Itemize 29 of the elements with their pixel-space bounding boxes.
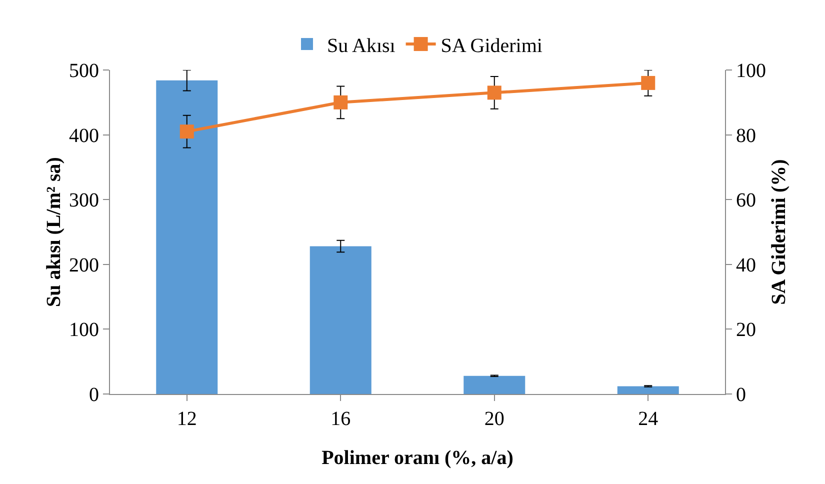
y2-tick-label: 100 [736,60,766,82]
y-tick-label: 400 [69,124,99,147]
bar [310,246,372,394]
y2-tick-label: 80 [736,124,756,147]
y2-axis-title: SA Giderimi (%) [768,159,790,305]
x-tick-label: 12 [176,408,197,430]
point [487,86,502,100]
y2-tick-label: 60 [736,190,756,212]
x-axis-title: Polimer oranı (%, a/a) [322,447,514,469]
point [334,95,348,110]
y2-tick-label: 0 [736,384,746,406]
legend-label: Su Akısı [327,34,396,57]
bar [464,376,526,394]
y2-tick-label: 20 [736,319,756,342]
legend-label: SA Giderimi [440,34,543,57]
y-tick-label: 100 [69,319,99,342]
y-axis-title: Su akısı (L/m² sa) [43,157,65,307]
y-tick-label: 300 [69,190,99,212]
x-tick-label: 16 [330,408,351,430]
point [180,124,194,139]
bar [156,80,218,394]
y-tick-label: 500 [69,60,99,82]
y2-tick-label: 40 [736,254,756,276]
y-tick-label: 200 [69,254,99,276]
point [641,76,656,90]
x-tick-label: 20 [484,408,504,430]
bar [617,386,679,394]
y-tick-label: 0 [89,384,99,406]
x-tick-label: 24 [638,408,658,430]
